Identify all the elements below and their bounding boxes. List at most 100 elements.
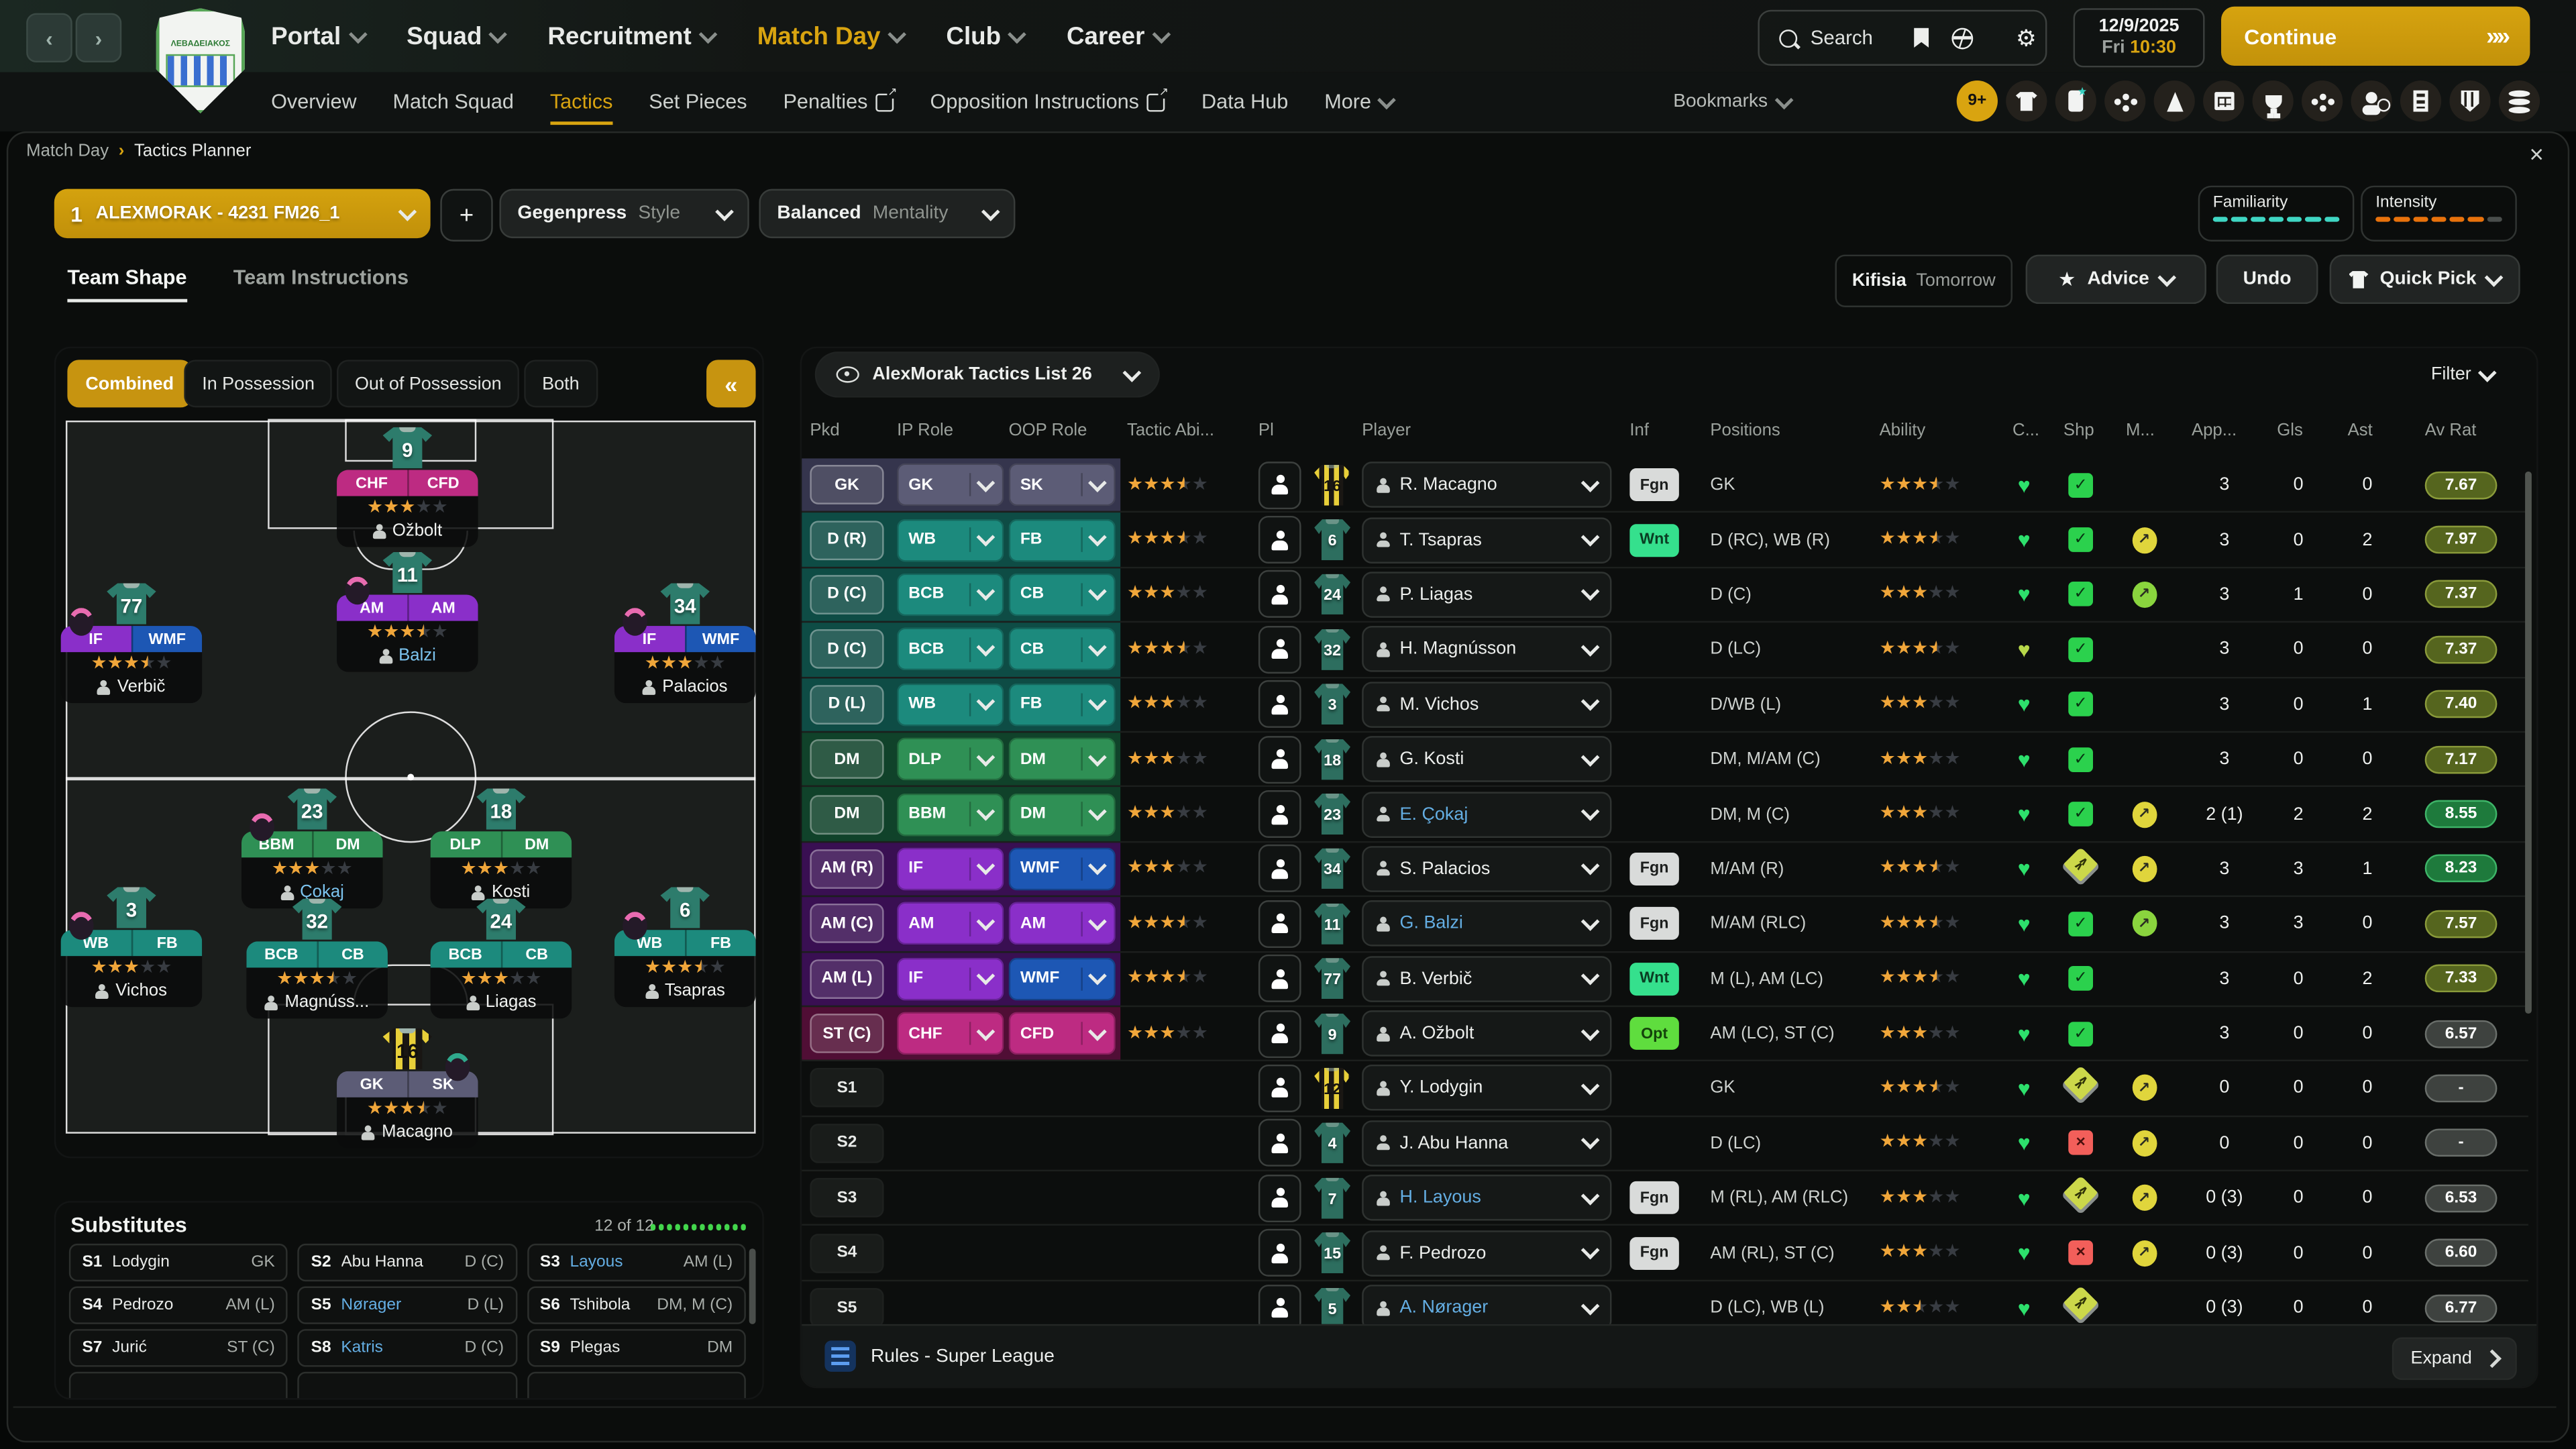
quick-pick-button[interactable]: Quick Pick [2329, 254, 2520, 305]
role-badges[interactable]: BCB CB [246, 941, 388, 968]
player-select[interactable]: A. Ožbolt [1362, 1010, 1612, 1057]
ip-role-select[interactable]: BCB [897, 628, 1004, 672]
tactics-list-select[interactable]: AlexMorak Tactics List 26 [814, 352, 1160, 398]
player-select[interactable]: H. Layous [1362, 1175, 1612, 1222]
pitch-player-okaj[interactable]: 23 BBM DM ★ ★ ★ ★ ★ Çokaj [237, 788, 388, 909]
subnav-match-squad[interactable]: Match Squad [392, 90, 514, 113]
player-profile-button[interactable] [1258, 680, 1301, 729]
trophy-icon[interactable] [2252, 80, 2294, 122]
oop-role-select[interactable]: DM [1008, 792, 1116, 836]
bench-item-s7[interactable]: S7 Jurić ST (C) [68, 1329, 288, 1367]
nav-club[interactable]: Club [946, 22, 1027, 50]
tab-team-instructions[interactable]: Team Instructions [233, 266, 409, 290]
squad-row-m-vichos[interactable]: D (L) WB FB ★ ★ ★ ★ ★ 3 M. Vichos D/WB (L) ★ ★ ★ ★ ★ ♥ ✓ 3… [802, 678, 2528, 733]
ip-role-select[interactable]: WB [897, 518, 1004, 561]
player-profile-button[interactable] [1258, 1283, 1301, 1324]
shirt-icon[interactable] [2006, 80, 2047, 122]
player-profile-button[interactable] [1258, 516, 1301, 564]
col-gls[interactable]: Gls [2277, 420, 2303, 441]
col-avrat[interactable]: Av Rat [2424, 420, 2477, 441]
player-select[interactable]: E. Çokaj [1362, 791, 1612, 837]
col-pkd[interactable]: Pkd [810, 420, 840, 441]
nav-match-day[interactable]: Match Day [757, 22, 906, 50]
oop-role-select[interactable]: FB [1008, 683, 1116, 726]
player-select[interactable]: G. Balzi [1362, 900, 1612, 947]
squad-row-e-okaj[interactable]: DM BBM DM ★ ★ ★ ★ ★ 23 E. Çokaj DM, M (C) ★ ★ ★ ★ ★ ♥ ✓ ↗ 2… [802, 787, 2528, 843]
ip-role-select[interactable]: BCB [897, 573, 1004, 616]
subnav-opposition-instructions[interactable]: Opposition Instructions [930, 72, 1169, 131]
player-profile-button[interactable] [1258, 955, 1301, 1003]
nav-career[interactable]: Career [1067, 22, 1171, 50]
continue-button[interactable]: Continue »» [2221, 6, 2530, 66]
pitch-player-magnss[interactable]: 32BCBCB★★★★★★Magnúss... [241, 898, 392, 1019]
scout-search-icon[interactable] [2351, 80, 2392, 122]
player-profile-button[interactable] [1258, 625, 1301, 674]
oop-role-select[interactable]: CB [1008, 573, 1116, 616]
oop-role-select[interactable]: CB [1008, 628, 1116, 672]
col-pl[interactable]: Pl [1258, 420, 1274, 441]
tab-team-shape[interactable]: Team Shape [67, 266, 187, 303]
col-player[interactable]: Player [1362, 420, 1411, 441]
player-profile-button[interactable] [1258, 1229, 1301, 1277]
role-badges[interactable]: AM AM [337, 594, 478, 621]
view-both[interactable]: Both [524, 360, 598, 408]
oop-role-select[interactable]: DM [1008, 737, 1116, 781]
player-select[interactable]: M. Vichos [1362, 681, 1612, 728]
bench-item-s1[interactable]: S1 Lodygin GK [68, 1243, 288, 1282]
ip-role-select[interactable]: IF [897, 847, 1004, 891]
pitch-player-liagas[interactable]: 24 BCB CB ★ ★ ★ ★ ★ Liagas [425, 898, 576, 1019]
player-select[interactable]: S. Palacios [1362, 846, 1612, 892]
squad-row-g-kosti[interactable]: DM DLP DM ★ ★ ★ ★ ★ 18 G. Kosti DM, M/AM (C) ★ ★ ★ ★ ★ ♥… [802, 733, 2528, 788]
subnav-set-pieces[interactable]: Set Pieces [649, 90, 747, 113]
advice-button[interactable]: ★ Advice [2025, 254, 2206, 305]
fans-icon[interactable] [2104, 80, 2146, 122]
nav-portal[interactable]: Portal [271, 22, 367, 50]
squad-row-f-pedrozo[interactable]: S4 15 F. Pedrozo Fgn AM (RL), ST (C) ★ ★ ★ ★ ★ ♥ × ↗… [802, 1226, 2528, 1281]
oop-role-select[interactable]: WMF [1008, 847, 1116, 891]
crowd-icon[interactable] [2302, 80, 2343, 122]
squad-row-h-layous[interactable]: S3 7 H. Layous Fgn M (RL), AM (RLC) ★ ★ ★ ★ ★ ♥ ∧ ∧ ↗… [802, 1171, 2528, 1227]
player-select[interactable]: T. Tsapras [1362, 517, 1612, 563]
world-icon[interactable] [1951, 27, 1974, 49]
back-button[interactable]: ‹ [26, 13, 72, 63]
col-tacticabi[interactable]: Tactic Abi... [1127, 420, 1215, 441]
bench-item-s5[interactable]: S5 Nørager D (L) [298, 1286, 517, 1324]
filter-button[interactable]: Filter [2415, 352, 2510, 398]
inbox-badge-icon[interactable]: 9+ [1956, 80, 1998, 122]
subnav-more[interactable]: More [1324, 72, 1395, 131]
ip-role-select[interactable]: CHF [897, 1012, 1004, 1055]
player-profile-button[interactable] [1258, 735, 1301, 784]
col-iprole[interactable]: IP Role [897, 420, 954, 441]
pitch-player-vichos[interactable]: 3 WB FB ★ ★ ★ ★ ★ Vichos [56, 887, 207, 1008]
settings-gear-icon[interactable]: ⚙ [2015, 23, 2037, 50]
player-select[interactable]: Y. Lodygin [1362, 1065, 1612, 1112]
club-building-icon[interactable] [2400, 80, 2442, 122]
close-icon[interactable]: × [2529, 140, 2544, 169]
bench-item-s3[interactable]: S3 Layous AM (L) [527, 1243, 746, 1282]
search-button[interactable]: Search [1760, 26, 1892, 49]
col-ability[interactable]: Ability [1879, 420, 1926, 441]
add-tactic-button[interactable]: + [440, 189, 493, 242]
pitch-player-palacios[interactable]: 34 IF WMF ★ ★ ★ ★ ★ Palacios [610, 583, 761, 704]
subnav-tactics[interactable]: Tactics [549, 72, 613, 131]
stack-icon[interactable] [2498, 80, 2540, 122]
breadcrumb-match-day[interactable]: Match Day [26, 141, 109, 162]
oop-role-select[interactable]: SK [1008, 464, 1116, 506]
next-match-label[interactable]: Kifisia Tomorrow [1835, 254, 2013, 307]
player-select[interactable]: H. Magnússon [1362, 626, 1612, 673]
col-positions[interactable]: Positions [1710, 420, 1780, 441]
player-profile-button[interactable] [1258, 1010, 1301, 1058]
role-badges[interactable]: BBM DM [241, 831, 383, 858]
oop-role-select[interactable]: AM [1008, 902, 1116, 945]
player-profile-button[interactable] [1258, 570, 1301, 619]
bench-item-s9[interactable]: S9 Plegas DM [527, 1329, 746, 1367]
forward-button[interactable]: › [75, 13, 122, 63]
pitch-player-kosti[interactable]: 18 DLP DM ★ ★ ★ ★ ★ Kosti [425, 788, 576, 909]
bookmark-icon[interactable] [1914, 28, 1929, 48]
collapse-panel-button[interactable]: « [706, 360, 756, 408]
player-profile-button[interactable] [1258, 461, 1301, 509]
